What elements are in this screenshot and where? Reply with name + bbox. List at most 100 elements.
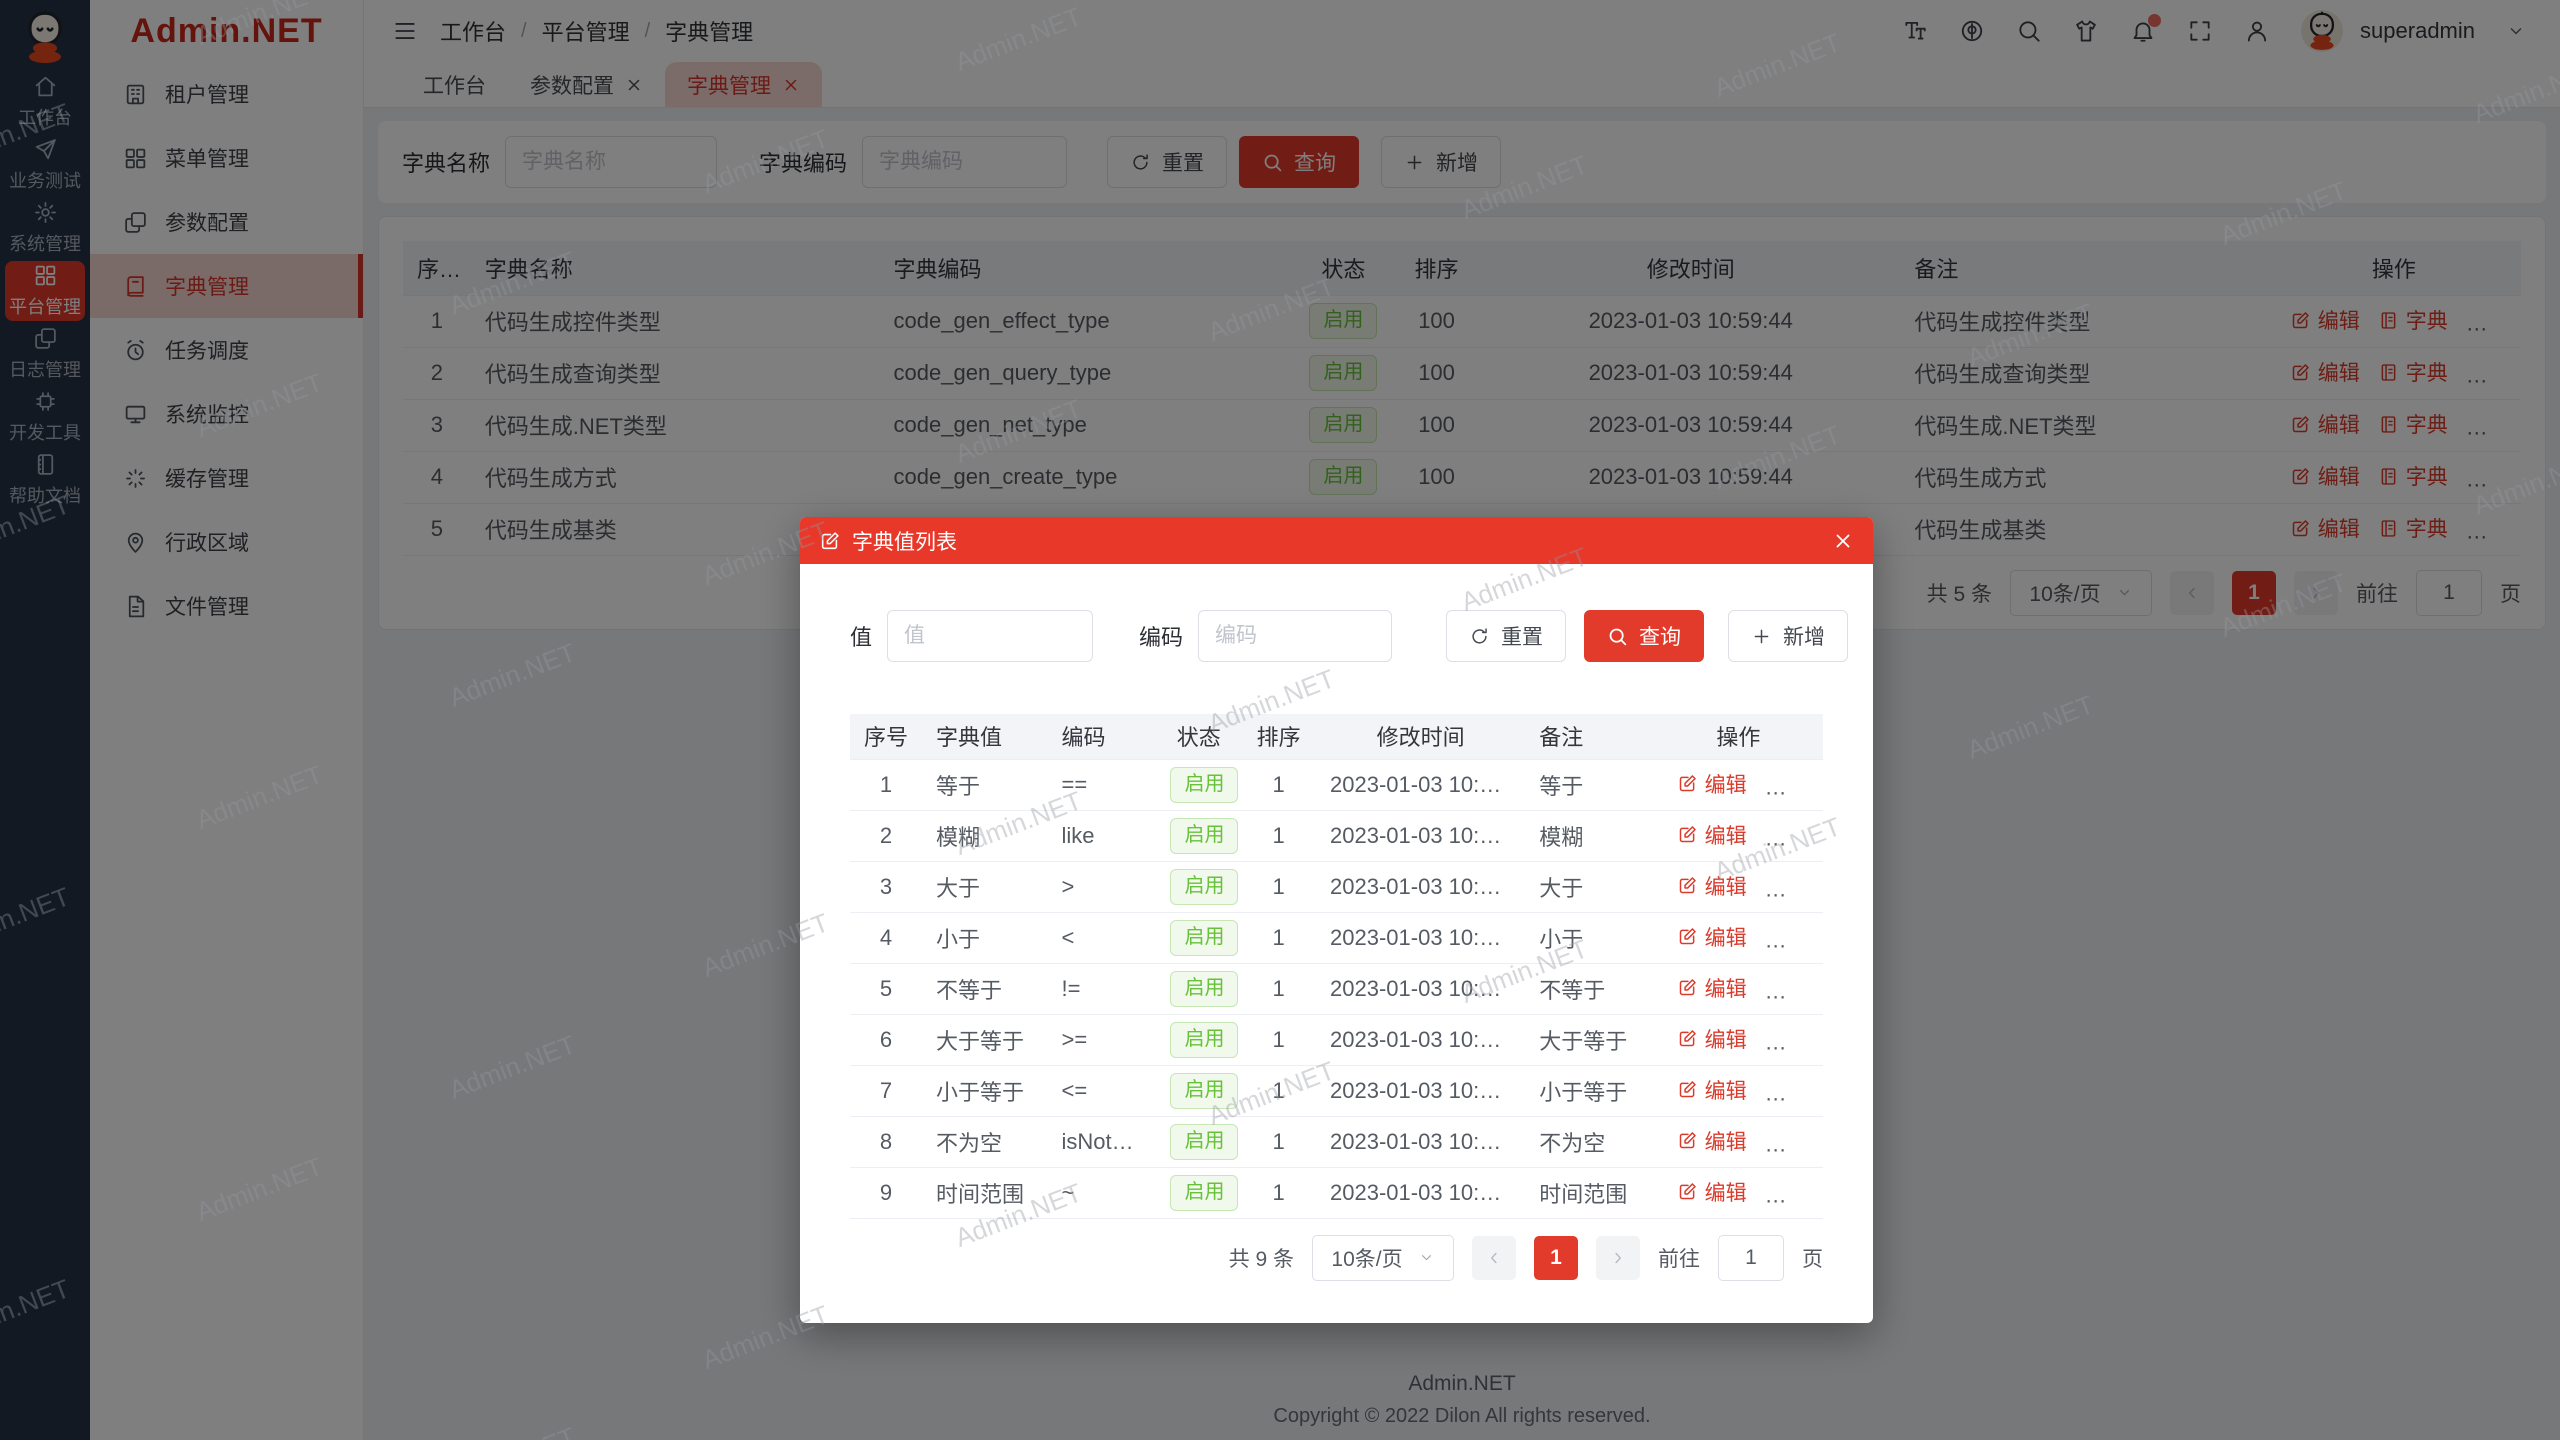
delete-action[interactable]: 删除 (1765, 1024, 1823, 1054)
delete-action[interactable]: 删除 (1765, 1126, 1823, 1156)
value-input[interactable] (887, 610, 1094, 662)
delete-action[interactable]: 删除 (1765, 973, 1823, 1003)
edit-action[interactable]: 编辑 (1677, 1177, 1747, 1207)
cell-sort: 1 (1241, 759, 1317, 811)
edit-action[interactable]: 编辑 (1677, 1075, 1747, 1105)
delete-action[interactable]: 删除 (1765, 871, 1823, 901)
dict-value-table: 序号 字典值 编码 状态 排序 修改时间 备注 操作 1 等于 == 启用 1 2023-01-03 10… (850, 714, 1823, 1219)
page-size-select[interactable]: 10条/页 (1312, 1234, 1454, 1281)
cell-sort: 1 (1241, 1167, 1317, 1219)
edit-icon (1679, 775, 1696, 792)
cell-status: 启用 (1156, 963, 1242, 1015)
edit-action[interactable]: 编辑 (1677, 871, 1747, 901)
cell-note: 小于 (1525, 912, 1654, 964)
chevron-right-icon (1615, 1252, 1621, 1263)
delete-action[interactable]: 删除 (1765, 769, 1823, 799)
edit-action[interactable]: 编辑 (1677, 1024, 1747, 1054)
table-header-row: 序号 字典值 编码 状态 排序 修改时间 备注 操作 (850, 714, 1823, 760)
prev-page-button[interactable] (1472, 1235, 1516, 1280)
trash-icon (1767, 878, 1783, 894)
cell-status: 启用 (1156, 1014, 1242, 1066)
cell-note: 等于 (1525, 759, 1654, 811)
dialog-add-button[interactable]: 新增 (1728, 610, 1849, 662)
add-button-label: 新增 (1783, 626, 1826, 649)
trash-icon (1767, 1031, 1783, 1047)
dialog-search-panel: 值 编码 重置 查询 新增 (850, 610, 1849, 662)
edit-action[interactable]: 编辑 (1677, 1126, 1747, 1156)
column-header: 序号 (850, 714, 922, 760)
cell-actions: 编辑删除 (1653, 861, 1823, 913)
cell-sort: 1 (1241, 810, 1317, 862)
cell-num: 5 (850, 963, 922, 1015)
edit-action[interactable]: 编辑 (1677, 820, 1747, 850)
cell-note: 不等于 (1525, 963, 1654, 1015)
cell-code: like (1047, 810, 1157, 862)
cell-sort: 1 (1241, 1116, 1317, 1168)
code-input[interactable] (1198, 610, 1393, 662)
trash-icon (1767, 1184, 1783, 1200)
cell-code: >= (1047, 1014, 1157, 1066)
close-icon[interactable] (1832, 530, 1854, 552)
column-header: 状态 (1156, 714, 1242, 760)
search-icon (1607, 626, 1628, 647)
cell-value: 大于等于 (922, 1014, 1048, 1066)
cell-time: 2023-01-03 10:59:44 (1316, 1065, 1526, 1117)
edit-icon (1679, 826, 1696, 843)
status-badge: 启用 (1170, 817, 1239, 854)
chevron-left-icon (1491, 1252, 1497, 1263)
cell-code: isNotNull (1047, 1116, 1157, 1168)
edit-icon (1679, 1132, 1696, 1149)
cell-note: 时间范围 (1525, 1167, 1654, 1219)
dialog-query-button[interactable]: 查询 (1584, 610, 1705, 662)
status-badge: 启用 (1170, 919, 1239, 956)
delete-action[interactable]: 删除 (1765, 820, 1823, 850)
close-icon (1836, 534, 1850, 547)
query-button-label: 查询 (1639, 626, 1682, 649)
page-size-value: 10条/页 (1331, 1247, 1403, 1271)
cell-actions: 编辑删除 (1653, 759, 1823, 811)
trash-icon (1767, 776, 1783, 792)
dialog-reset-button[interactable]: 重置 (1446, 610, 1567, 662)
cell-num: 6 (850, 1014, 922, 1066)
cell-value: 小于 (922, 912, 1048, 964)
cell-value: 小于等于 (922, 1065, 1048, 1117)
cell-actions: 编辑删除 (1653, 1116, 1823, 1168)
goto-page-input[interactable] (1718, 1234, 1784, 1281)
cell-code: < (1047, 912, 1157, 964)
cell-code: <= (1047, 1065, 1157, 1117)
cell-status: 启用 (1156, 759, 1242, 811)
cell-note: 小于等于 (1525, 1065, 1654, 1117)
cell-value: 等于 (922, 759, 1048, 811)
cell-value: 不为空 (922, 1116, 1048, 1168)
column-header: 操作 (1653, 714, 1823, 760)
cell-num: 9 (850, 1167, 922, 1219)
trash-icon (1767, 980, 1783, 996)
page-number[interactable]: 1 (1534, 1235, 1578, 1280)
edit-action[interactable]: 编辑 (1677, 922, 1747, 952)
cell-actions: 编辑删除 (1653, 1167, 1823, 1219)
status-badge: 启用 (1170, 1174, 1239, 1211)
refresh-icon (1472, 627, 1487, 644)
column-header: 编码 (1047, 714, 1157, 760)
cell-num: 4 (850, 912, 922, 964)
table-row: 8 不为空 isNotNull 启用 1 2023-01-03 10:59:44 不为空 编辑… (850, 1116, 1823, 1168)
delete-action[interactable]: 删除 (1765, 1177, 1823, 1207)
cell-note: 不为空 (1525, 1116, 1654, 1168)
delete-action[interactable]: 删除 (1765, 922, 1823, 952)
cell-actions: 编辑删除 (1653, 963, 1823, 1015)
cell-value: 模糊 (922, 810, 1048, 862)
edit-action[interactable]: 编辑 (1677, 769, 1747, 799)
next-page-button[interactable] (1596, 1235, 1640, 1280)
cell-time: 2023-01-03 10:59:44 (1316, 1116, 1526, 1168)
delete-action[interactable]: 删除 (1765, 1075, 1823, 1105)
edit-action[interactable]: 编辑 (1677, 973, 1747, 1003)
cell-note: 模糊 (1525, 810, 1654, 862)
column-header: 修改时间 (1316, 714, 1526, 760)
cell-sort: 1 (1241, 1014, 1317, 1066)
cell-sort: 1 (1241, 861, 1317, 913)
